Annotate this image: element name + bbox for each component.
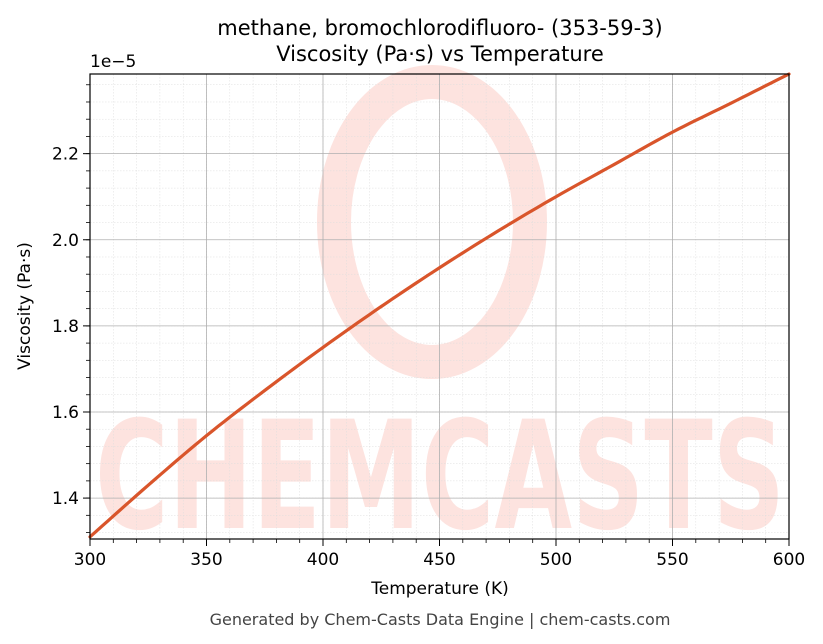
y-offset-label: 1e−5 [90, 52, 136, 72]
y-tick-label: 1.6 [52, 403, 79, 423]
x-tick-label: 350 [190, 550, 222, 570]
y-tick-label: 2.2 [52, 145, 79, 165]
x-tick-label: 550 [656, 550, 688, 570]
watermark: CHEMCASTS [95, 65, 785, 564]
series-line [88, 72, 791, 539]
x-tick-label: 600 [773, 550, 805, 570]
x-axis-label: Temperature (K) [370, 579, 509, 599]
x-tick-label: 500 [540, 550, 572, 570]
x-tick-label: 450 [423, 550, 455, 570]
y-axis-label: Viscosity (Pa·s) [15, 242, 35, 370]
y-tick-label: 2.0 [52, 231, 79, 251]
y-axis-ticks: 1.4 1.6 1.8 2.0 2.2 [52, 84, 90, 533]
y-tick-label: 1.8 [52, 317, 79, 337]
y-tick-label: 1.4 [52, 489, 79, 509]
x-tick-label: 400 [307, 550, 339, 570]
series-group [88, 72, 791, 539]
x-axis-ticks: 300 350 400 450 500 550 600 [74, 539, 805, 570]
chart-subtitle: Viscosity (Pa·s) vs Temperature [276, 42, 604, 66]
watermark-text: CHEMCASTS [95, 390, 785, 564]
watermark-logo-ring [317, 65, 547, 379]
chart-title: methane, bromochlorodifluoro- (353-59-3) [217, 16, 663, 40]
x-tick-label: 300 [74, 550, 106, 570]
footer-text: Generated by Chem-Casts Data Engine | ch… [210, 610, 671, 629]
